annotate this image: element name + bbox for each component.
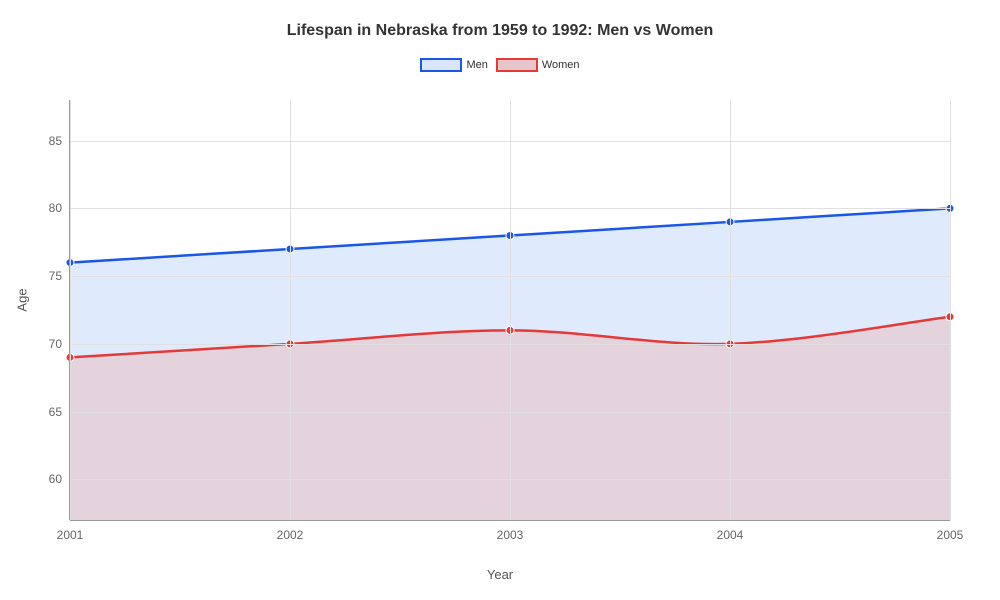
x-tick-label: 2001 (57, 520, 84, 542)
grid-line-horizontal (70, 412, 950, 413)
grid-line-vertical (70, 100, 71, 520)
x-axis-line (70, 520, 950, 521)
legend: Men Women (0, 58, 1000, 72)
y-tick-label: 85 (49, 134, 70, 148)
grid-line-vertical (950, 100, 951, 520)
y-tick-label: 80 (49, 201, 70, 215)
y-axis-line (69, 100, 70, 520)
y-tick-label: 70 (49, 337, 70, 351)
x-tick-label: 2003 (497, 520, 524, 542)
y-tick-label: 65 (49, 405, 70, 419)
grid-line-horizontal (70, 344, 950, 345)
grid-line-vertical (730, 100, 731, 520)
chart-title: Lifespan in Nebraska from 1959 to 1992: … (0, 0, 1000, 40)
y-tick-label: 75 (49, 269, 70, 283)
legend-item-women: Women (496, 58, 580, 72)
grid-line-vertical (510, 100, 511, 520)
x-tick-label: 2005 (937, 520, 964, 542)
legend-swatch-men (420, 58, 462, 72)
grid-line-vertical (290, 100, 291, 520)
plot-area: 20012002200320042005606570758085 (70, 100, 950, 520)
x-tick-label: 2004 (717, 520, 744, 542)
y-tick-label: 60 (49, 472, 70, 486)
grid-line-horizontal (70, 276, 950, 277)
legend-swatch-women (496, 58, 538, 72)
grid-line-horizontal (70, 141, 950, 142)
grid-line-horizontal (70, 479, 950, 480)
legend-label-men: Men (466, 59, 487, 71)
x-axis-title: Year (487, 567, 513, 582)
x-tick-label: 2002 (277, 520, 304, 542)
legend-item-men: Men (420, 58, 487, 72)
legend-label-women: Women (542, 59, 580, 71)
y-axis-title: Age (15, 288, 30, 311)
grid-line-horizontal (70, 208, 950, 209)
chart-container: Lifespan in Nebraska from 1959 to 1992: … (0, 0, 1000, 600)
